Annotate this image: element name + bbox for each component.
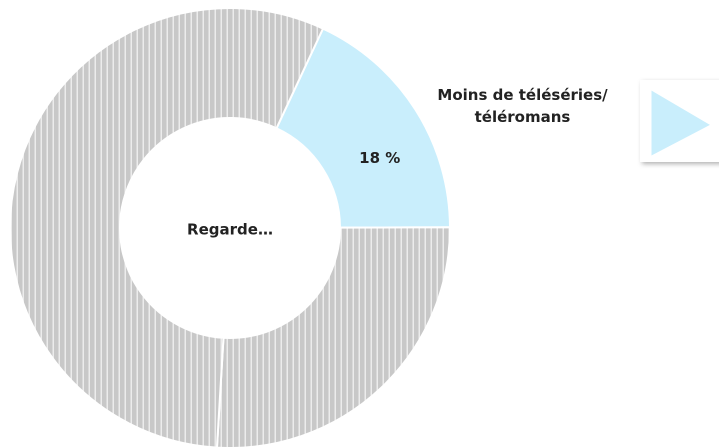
arrow-triangle: [648, 85, 717, 161]
donut-slice: [275, 27, 452, 229]
center-label: Regarde…: [187, 221, 273, 239]
donut-slice: [215, 226, 451, 447]
value-label: 18 %: [359, 149, 400, 167]
category-label: Moins de téléséries/ téléromans: [437, 86, 608, 126]
donut-slice: [9, 7, 325, 447]
next-arrow[interactable]: [640, 80, 719, 162]
